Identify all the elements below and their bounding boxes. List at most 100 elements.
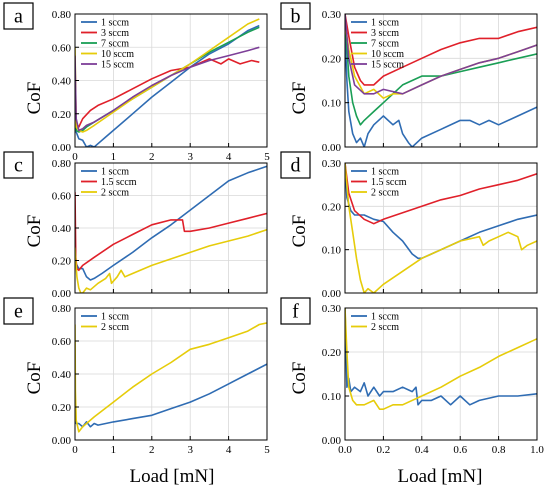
legend-label: 7 sccm — [101, 39, 129, 50]
series-group — [345, 14, 537, 147]
figure-x-label: Load [mN] — [130, 466, 215, 487]
plot-frame — [344, 307, 538, 441]
panel-badge — [280, 2, 311, 30]
series-line — [345, 163, 537, 225]
legend-label: 2 sccm — [371, 188, 399, 199]
series-group — [75, 322, 267, 433]
x-tick-label: 5 — [264, 151, 270, 163]
legend-label: 2 sccm — [101, 188, 129, 199]
legend-label: 2 sccm — [371, 322, 399, 333]
panel-letter: e — [14, 301, 23, 323]
series-group — [345, 308, 537, 411]
y-tick-label: 0.00 — [322, 142, 342, 154]
series-line — [345, 308, 537, 411]
y-tick-label: 0.60 — [52, 42, 72, 54]
legend-label: 1 sccm — [371, 167, 399, 178]
y-tick-label: 0.80 — [52, 303, 72, 315]
y-tick-label: 0.80 — [52, 9, 72, 21]
series-group — [75, 165, 267, 293]
legend-label: 3 sccm — [101, 28, 129, 39]
legend-label: 1.5 sccm — [371, 177, 407, 188]
y-tick-label: 0.80 — [52, 158, 72, 170]
panel-badge — [3, 297, 34, 325]
series-group — [75, 18, 260, 147]
x-tick-label: 0.6 — [453, 444, 467, 456]
legend-label: 1 sccm — [101, 312, 129, 323]
series-line — [345, 163, 537, 260]
x-tick-label: 2 — [149, 444, 155, 456]
y-tick-label: 0.30 — [322, 9, 342, 21]
panel-letter: f — [292, 301, 299, 323]
x-tick-label: 5 — [264, 444, 270, 456]
y-tick-label: 0.10 — [322, 245, 342, 257]
y-tick-label: 0.40 — [52, 223, 72, 235]
x-tick-label: 3 — [187, 444, 193, 456]
x-tick-label: 1.0 — [530, 444, 544, 456]
legend-label: 10 sccm — [371, 49, 404, 60]
legend-label: 15 sccm — [371, 60, 404, 71]
x-tick-label: 0 — [72, 151, 78, 163]
legend-label: 2 sccm — [101, 322, 129, 333]
legend-label: 15 sccm — [101, 60, 134, 71]
series-line — [75, 46, 260, 132]
series-line — [75, 165, 267, 281]
x-tick-label: 3 — [187, 151, 193, 163]
figure-y-label: CoF — [289, 362, 310, 395]
y-tick-label: 0.40 — [52, 76, 72, 88]
y-tick-label: 0.20 — [322, 53, 342, 65]
y-tick-label: 0.00 — [322, 288, 342, 300]
series-line — [75, 24, 260, 147]
legend-label: 1 sccm — [101, 18, 129, 29]
y-tick-label: 0.20 — [52, 109, 72, 121]
series-line — [345, 14, 537, 95]
x-tick-label: 0.8 — [492, 444, 506, 456]
series-line — [75, 58, 260, 128]
x-tick-label: 0.2 — [377, 444, 391, 456]
legend-label: 10 sccm — [101, 49, 134, 60]
series-group — [345, 163, 537, 293]
x-tick-label: 4 — [226, 151, 232, 163]
figure-y-label: CoF — [289, 82, 310, 115]
y-tick-label: 0.60 — [52, 191, 72, 203]
legend-label: 1 sccm — [371, 312, 399, 323]
series-line — [345, 31, 537, 147]
figure-y-label: CoF — [24, 215, 45, 248]
y-tick-label: 0.00 — [52, 288, 72, 300]
series-line — [75, 363, 267, 428]
x-tick-label: 2 — [149, 151, 155, 163]
series-line — [75, 322, 267, 433]
series-line — [75, 18, 260, 133]
series-line — [75, 192, 267, 272]
panel-letter: b — [291, 6, 301, 28]
x-tick-label: 1 — [111, 151, 117, 163]
plot-frame — [344, 13, 538, 148]
y-tick-label: 0.00 — [52, 435, 72, 447]
figure-y-label: CoF — [289, 215, 310, 248]
y-tick-label: 0.00 — [52, 142, 72, 154]
panel-letter: a — [14, 6, 23, 28]
chart-panel-f: f 0.00 0.10 0.20 0.30 0.0 0.2 0.4 0.6 0.8 1.0 1 scc… — [280, 297, 544, 456]
panel-letter: d — [291, 155, 301, 177]
series-line — [345, 163, 537, 293]
y-tick-label: 0.10 — [322, 391, 342, 403]
panel-badge — [3, 151, 34, 179]
series-line — [345, 14, 537, 86]
y-tick-label: 0.30 — [322, 158, 342, 170]
legend-label: 1 sccm — [101, 167, 129, 178]
panel-badge — [3, 2, 34, 30]
y-tick-label: 0.20 — [52, 256, 72, 268]
legend-label: 1.5 sccm — [101, 177, 137, 188]
panel-badge — [280, 151, 311, 179]
y-tick-label: 0.20 — [322, 201, 342, 213]
x-tick-label: 1 — [111, 444, 117, 456]
